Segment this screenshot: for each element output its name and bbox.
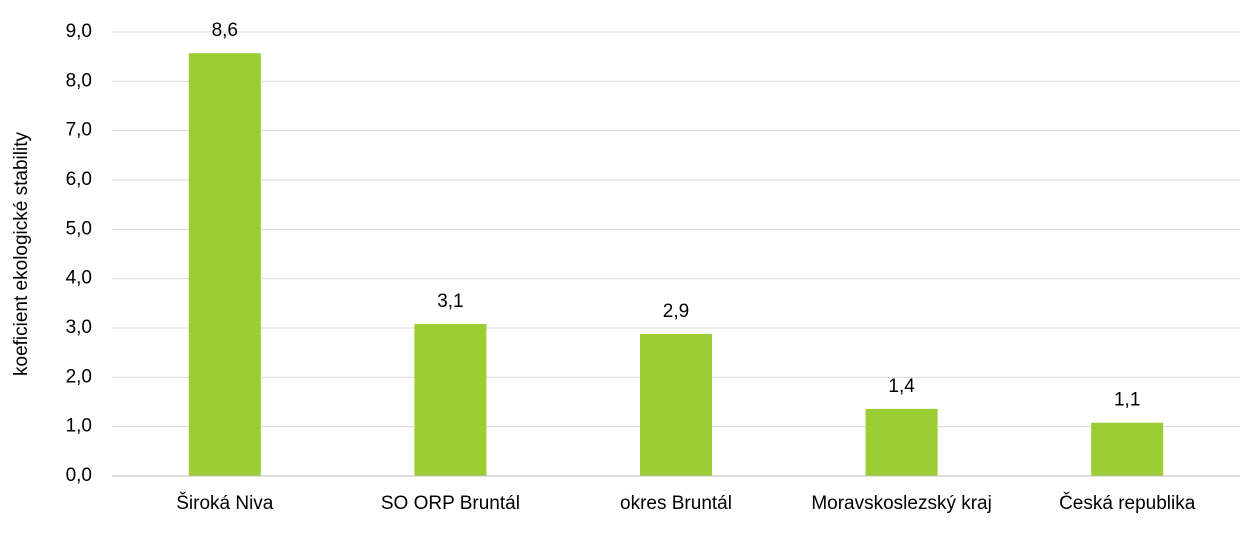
y-tick-label: 5,0: [66, 218, 92, 239]
x-tick-label: Moravskoslezský kraj: [811, 493, 992, 514]
bar: [1091, 422, 1164, 476]
y-tick-label: 9,0: [66, 21, 92, 42]
y-tick-label: 6,0: [66, 169, 92, 190]
bar: [188, 53, 261, 477]
y-tick-label: 1,0: [66, 416, 92, 437]
x-tick-label: Česká republika: [1059, 492, 1196, 514]
x-tick-label: SO ORP Bruntál: [381, 493, 520, 514]
x-tick-label: Široká Niva: [176, 492, 274, 514]
data-label: 1,1: [1114, 390, 1140, 411]
y-axis-label: koeficient ekologické stability: [11, 132, 32, 376]
x-tick-label: okres Bruntál: [620, 493, 732, 514]
y-tick-label: 4,0: [66, 268, 92, 289]
y-tick-label: 7,0: [66, 120, 92, 141]
y-tick-label: 0,0: [66, 465, 92, 486]
bar: [865, 408, 938, 476]
y-tick-label: 3,0: [66, 317, 92, 338]
bar: [414, 324, 487, 476]
y-tick-label: 2,0: [66, 366, 92, 387]
data-label: 2,9: [663, 301, 689, 322]
bar: [640, 333, 712, 476]
data-label: 8,6: [212, 20, 238, 41]
data-label: 3,1: [437, 291, 463, 312]
data-label: 1,4: [888, 376, 915, 397]
y-tick-label: 8,0: [66, 70, 92, 91]
